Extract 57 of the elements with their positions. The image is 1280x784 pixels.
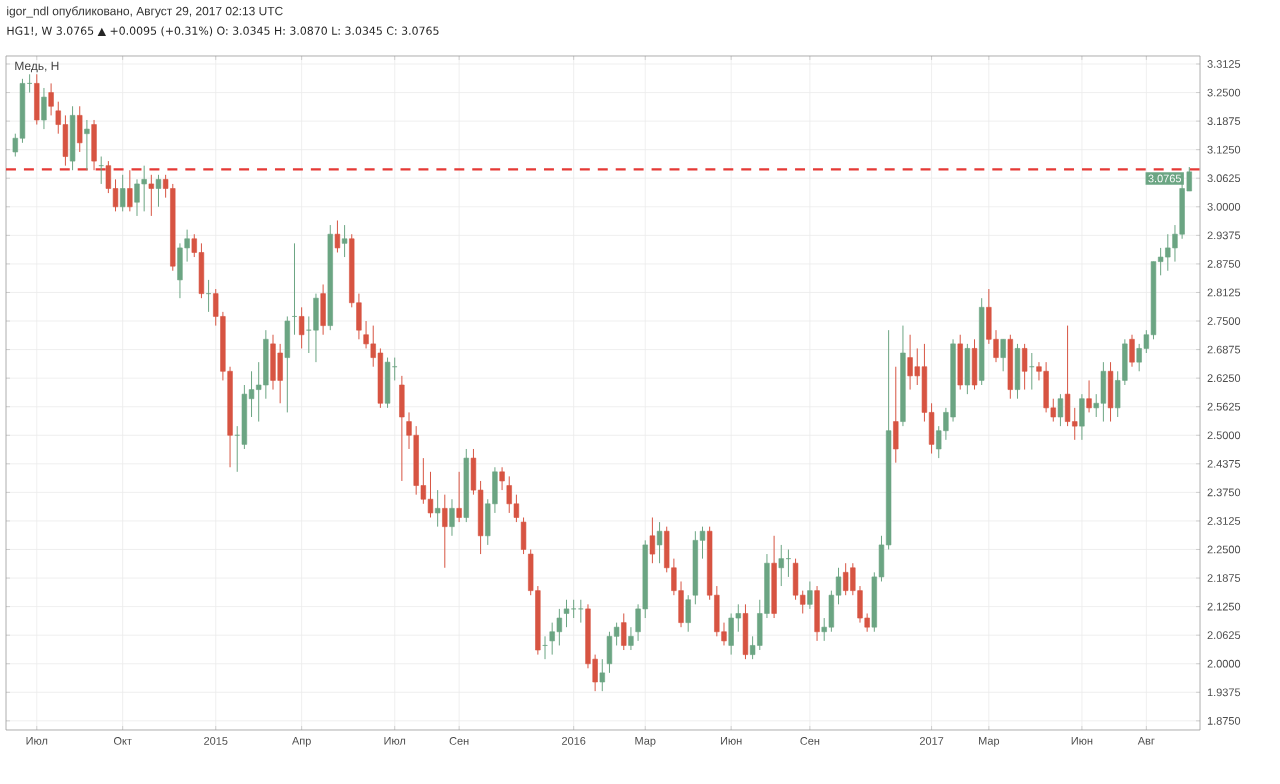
candlestick bbox=[141, 165, 147, 212]
candlestick bbox=[34, 73, 40, 126]
candlestick bbox=[907, 334, 913, 391]
candlestick bbox=[298, 306, 305, 349]
candlestick bbox=[728, 612, 734, 656]
candlestick bbox=[399, 375, 405, 482]
candlestick bbox=[1086, 379, 1092, 413]
candlestick bbox=[442, 494, 448, 569]
candlestick bbox=[148, 174, 154, 217]
candlestick bbox=[313, 293, 319, 363]
candlestick bbox=[384, 357, 391, 409]
candlestick bbox=[1057, 393, 1064, 427]
candlestick bbox=[1021, 343, 1028, 391]
candlestick bbox=[893, 366, 899, 464]
candlestick bbox=[456, 471, 462, 523]
candlestick bbox=[91, 119, 97, 171]
candlestick bbox=[1079, 393, 1085, 441]
candlestick bbox=[449, 498, 455, 537]
candlestick bbox=[334, 219, 341, 253]
candlestick bbox=[549, 622, 555, 656]
candlestick bbox=[1165, 233, 1171, 272]
candlestick bbox=[77, 105, 83, 153]
candlestick bbox=[807, 580, 813, 610]
candlestick bbox=[843, 562, 849, 596]
candlestick bbox=[84, 119, 90, 171]
candlestick bbox=[284, 315, 290, 413]
candlestick bbox=[155, 174, 162, 208]
candlestick bbox=[621, 612, 627, 651]
candlestick bbox=[263, 329, 269, 400]
candlestick bbox=[964, 343, 971, 395]
candlestick bbox=[341, 224, 348, 258]
candlestick bbox=[957, 334, 963, 391]
candlestick bbox=[41, 87, 47, 130]
candlestick bbox=[578, 599, 584, 624]
candlestick bbox=[1043, 361, 1049, 413]
candlestick bbox=[814, 585, 820, 642]
candlestick bbox=[506, 475, 512, 514]
candlestick bbox=[571, 599, 577, 619]
candlestick bbox=[277, 343, 283, 404]
candlestick bbox=[1014, 343, 1021, 400]
candlestick bbox=[134, 178, 140, 217]
candlestick bbox=[1129, 334, 1135, 368]
candlestick bbox=[1100, 361, 1107, 423]
candlestick bbox=[1000, 338, 1006, 372]
candlestick bbox=[120, 174, 126, 212]
candlestick bbox=[971, 338, 978, 391]
candlestick bbox=[127, 169, 133, 212]
candlestick bbox=[320, 283, 326, 336]
candlestick bbox=[778, 544, 784, 587]
candlestick bbox=[69, 105, 76, 171]
candlestick bbox=[434, 489, 441, 528]
candlestick bbox=[1107, 361, 1114, 423]
candlestick bbox=[656, 521, 663, 564]
candlestick bbox=[649, 517, 656, 564]
candlestick bbox=[270, 334, 276, 391]
candlestick bbox=[742, 603, 749, 660]
candlestick bbox=[198, 242, 205, 299]
